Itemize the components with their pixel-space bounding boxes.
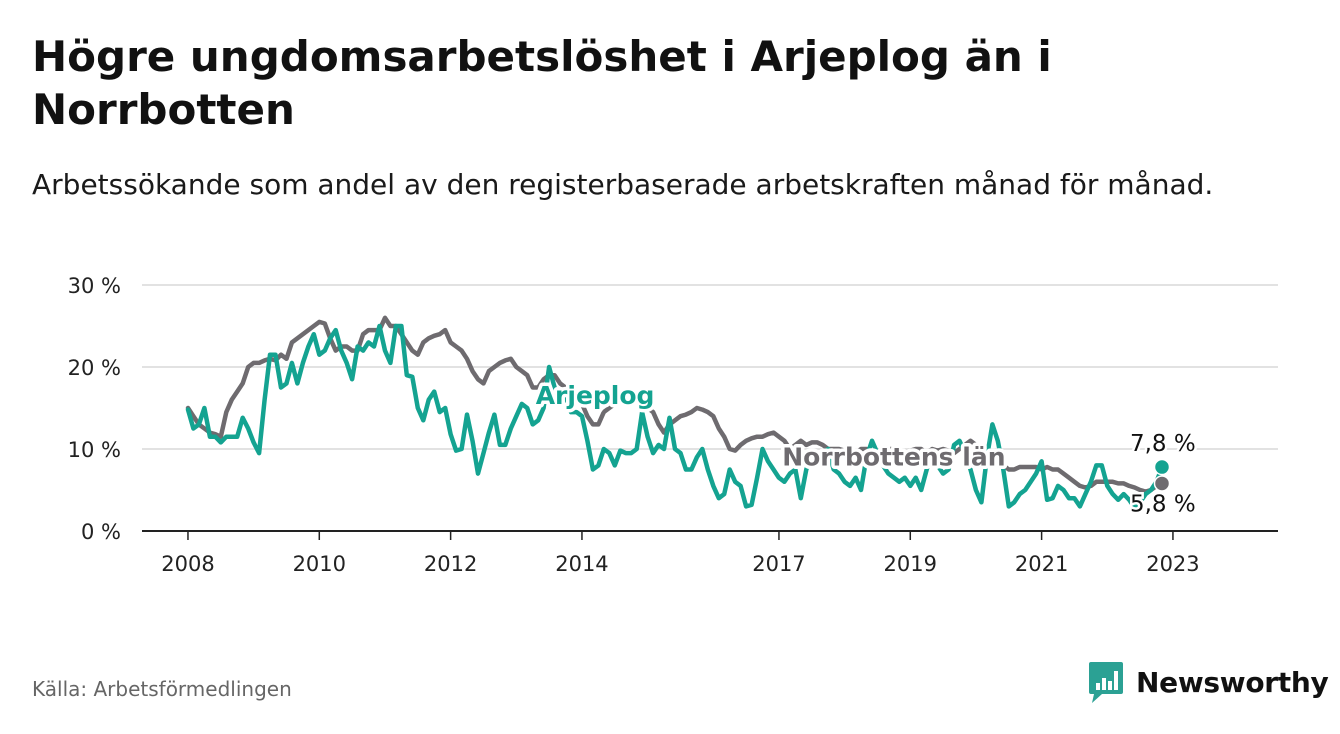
series-labels: Arjeplog Norrbottens län [532, 377, 1009, 475]
y-tick-label: 20 % [68, 356, 121, 380]
series-label-norrbotten: Norrbottens län [782, 442, 1005, 471]
y-tick-label: 30 % [68, 274, 121, 298]
series [185, 315, 1165, 511]
x-tick-label: 2008 [161, 552, 214, 576]
chart-title: Högre ungdomsarbetslöshet i Arjeplog än … [32, 32, 1052, 134]
x-tick-label: 2010 [293, 552, 346, 576]
gridlines [142, 284, 1278, 450]
y-tick-label: 0 % [81, 520, 121, 544]
end-markers: 5,8 % 7,8 % [1127, 429, 1198, 520]
x-tick-label: 2012 [424, 552, 477, 576]
x-tick-label: 2019 [884, 552, 937, 576]
x-tick-label: 2014 [555, 552, 608, 576]
source-note: Källa: Arbetsförmedlingen [32, 677, 292, 701]
brand-name: Newsworthy [1136, 665, 1329, 699]
newsworthy-logo-icon [1089, 662, 1123, 703]
x-axis-ticks: 2008 2010 2012 2014 2017 2019 2021 2023 [161, 531, 1200, 576]
y-tick-label: 10 % [68, 438, 121, 462]
end-marker-norrbotten [1153, 475, 1171, 492]
x-tick-label: 2017 [752, 552, 805, 576]
end-label-arjeplog: 7,8 % [1130, 431, 1196, 457]
chart-subtitle: Arbetssökande som andel av den registerb… [32, 168, 1214, 201]
series-label-arjeplog: Arjeplog [536, 381, 655, 410]
brand-logo[interactable]: Newsworthy [1088, 660, 1329, 704]
series-line-norrbotten [185, 315, 1165, 494]
x-tick-label: 2023 [1146, 552, 1199, 576]
x-tick-label: 2021 [1015, 552, 1068, 576]
series-line-arjeplog [185, 323, 1165, 511]
end-label-norrbotten: 5,8 % [1130, 491, 1196, 517]
y-axis-ticks: 0 % 10 % 20 % 30 % [68, 274, 121, 544]
end-marker-arjeplog [1153, 458, 1171, 476]
